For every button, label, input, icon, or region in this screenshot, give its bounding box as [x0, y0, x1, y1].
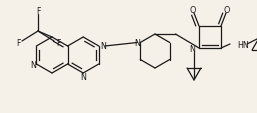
- Text: N: N: [31, 60, 36, 69]
- Text: F: F: [36, 6, 40, 15]
- Text: O: O: [224, 5, 230, 14]
- Text: N: N: [134, 39, 140, 48]
- Text: N: N: [80, 72, 86, 81]
- Text: N: N: [100, 41, 106, 50]
- Text: N: N: [189, 44, 195, 53]
- Text: F: F: [56, 38, 60, 47]
- Text: HN: HN: [237, 40, 249, 49]
- Text: F: F: [16, 38, 20, 47]
- Text: O: O: [190, 5, 196, 14]
